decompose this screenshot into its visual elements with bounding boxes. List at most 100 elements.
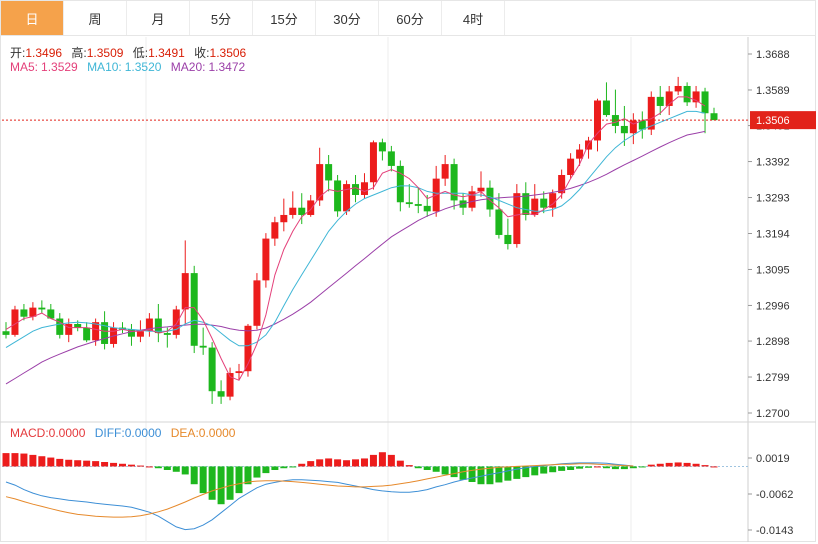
macd-bar-19 <box>172 466 180 472</box>
candle-body-17 <box>154 318 162 334</box>
macd-bar-61 <box>549 466 557 473</box>
macd-bar-17 <box>154 466 162 469</box>
price-tick-label-3: 1.3392 <box>756 157 790 169</box>
macd-bar-29 <box>262 466 270 474</box>
macd-tick-label-2: -0.0143 <box>756 525 793 537</box>
macd-bar-51 <box>459 466 467 480</box>
period-tab-1[interactable]: 周 <box>64 1 127 35</box>
candle-body-5 <box>47 309 55 319</box>
candle-body-37 <box>334 180 342 212</box>
macd-bar-8 <box>74 460 82 467</box>
macd-bar-55 <box>495 466 503 483</box>
candle-body-14 <box>127 329 135 337</box>
candle-body-64 <box>576 149 584 159</box>
price-tick-label-10: 1.2700 <box>756 408 790 420</box>
dea-value: 0.0000 <box>198 426 236 440</box>
candle-body-66 <box>593 100 601 141</box>
ma10-line <box>5 110 706 349</box>
macd-bar-79 <box>710 466 718 468</box>
ma10-label: MA10: <box>87 60 122 74</box>
macd-bar-24 <box>217 466 225 505</box>
candle-body-44 <box>396 165 404 203</box>
macd-tick-label-1: -0.0062 <box>756 489 793 501</box>
macd-bar-21 <box>190 466 198 485</box>
macd-bar-58 <box>522 466 530 478</box>
macd-bar-25 <box>226 466 234 500</box>
macd-value: 0.0000 <box>48 426 86 440</box>
candle-body-36 <box>325 164 333 181</box>
macd-bar-70 <box>629 466 637 469</box>
candle-body-74 <box>665 91 673 106</box>
price-tick-label-8: 1.2898 <box>756 336 790 348</box>
diff-value: 0.0000 <box>124 426 162 440</box>
period-tab-2[interactable]: 月 <box>127 1 190 35</box>
candle-body-38 <box>343 184 351 212</box>
candle-body-63 <box>567 158 575 175</box>
candle-body-2 <box>20 309 28 317</box>
candle-body-73 <box>656 96 664 106</box>
candle-body-70 <box>629 120 637 134</box>
macd-bar-14 <box>127 464 135 467</box>
ohlc-legend: 开:1.3496 高:1.3509 低:1.3491 收:1.3506 <box>10 44 252 61</box>
macd-bar-39 <box>352 459 360 467</box>
period-tab-6[interactable]: 60分 <box>379 1 442 35</box>
period-tab-0[interactable]: 日 <box>1 1 64 35</box>
macd-bar-33 <box>298 463 306 467</box>
price-tick-label-6: 1.3095 <box>756 264 790 276</box>
candle-body-34 <box>307 200 315 215</box>
period-tab-4[interactable]: 15分 <box>253 1 316 35</box>
candle-body-10 <box>92 322 100 341</box>
price-tick-label-5: 1.3194 <box>756 229 790 241</box>
period-tab-3[interactable]: 5分 <box>190 1 253 35</box>
macd-bar-48 <box>432 466 440 472</box>
macd-bar-49 <box>441 466 449 475</box>
macd-bar-5 <box>47 457 55 467</box>
candle-body-52 <box>468 191 476 208</box>
macd-bar-72 <box>647 464 655 467</box>
diff-label: DIFF: <box>94 426 125 440</box>
macd-tick-label-0: 0.0019 <box>756 453 790 465</box>
low-label: 低: <box>132 46 149 60</box>
candle-body-46 <box>414 204 422 206</box>
macd-bar-31 <box>280 466 288 469</box>
macd-bar-37 <box>334 459 342 467</box>
macd-bar-46 <box>414 466 422 469</box>
macd-bar-2 <box>20 453 28 467</box>
macd-diff-line <box>5 462 634 531</box>
macd-bar-10 <box>92 461 100 467</box>
macd-bar-40 <box>360 458 368 467</box>
macd-bar-45 <box>405 465 413 467</box>
macd-bar-12 <box>110 462 118 467</box>
macd-bar-9 <box>83 460 91 467</box>
ma10-value: 1.3520 <box>124 60 162 74</box>
candle-body-60 <box>540 198 548 208</box>
period-tab-7[interactable]: 4时 <box>442 1 505 35</box>
macd-bar-28 <box>253 466 261 478</box>
macd-bar-62 <box>558 466 566 471</box>
candle-body-3 <box>29 307 37 317</box>
period-tab-5[interactable]: 30分 <box>316 1 379 35</box>
macd-bar-68 <box>611 466 619 470</box>
candle-body-24 <box>217 391 225 397</box>
macd-bar-44 <box>396 460 404 467</box>
low-value: 1.3491 <box>148 46 185 60</box>
macd-bar-75 <box>674 462 682 467</box>
current-price-label: 1.3506 <box>756 115 790 127</box>
ma20-line <box>5 130 706 385</box>
macd-bar-7 <box>65 459 73 467</box>
macd-bar-64 <box>576 466 584 469</box>
candle-body-49 <box>441 164 449 179</box>
candle-body-59 <box>531 198 539 215</box>
candle-body-72 <box>647 96 655 130</box>
macd-bar-0 <box>2 453 10 467</box>
candle-body-50 <box>450 164 458 201</box>
macd-bar-4 <box>38 456 46 467</box>
chart-area <box>0 36 816 542</box>
period-tabs: 日周月 5分 15分 30分 60分 4时 <box>0 0 816 36</box>
macd-bar-43 <box>387 454 395 467</box>
macd-bar-30 <box>271 466 279 470</box>
candle-body-1 <box>11 309 19 335</box>
candle-body-40 <box>360 182 368 195</box>
macd-bar-54 <box>486 466 494 485</box>
candle-body-62 <box>558 174 566 194</box>
